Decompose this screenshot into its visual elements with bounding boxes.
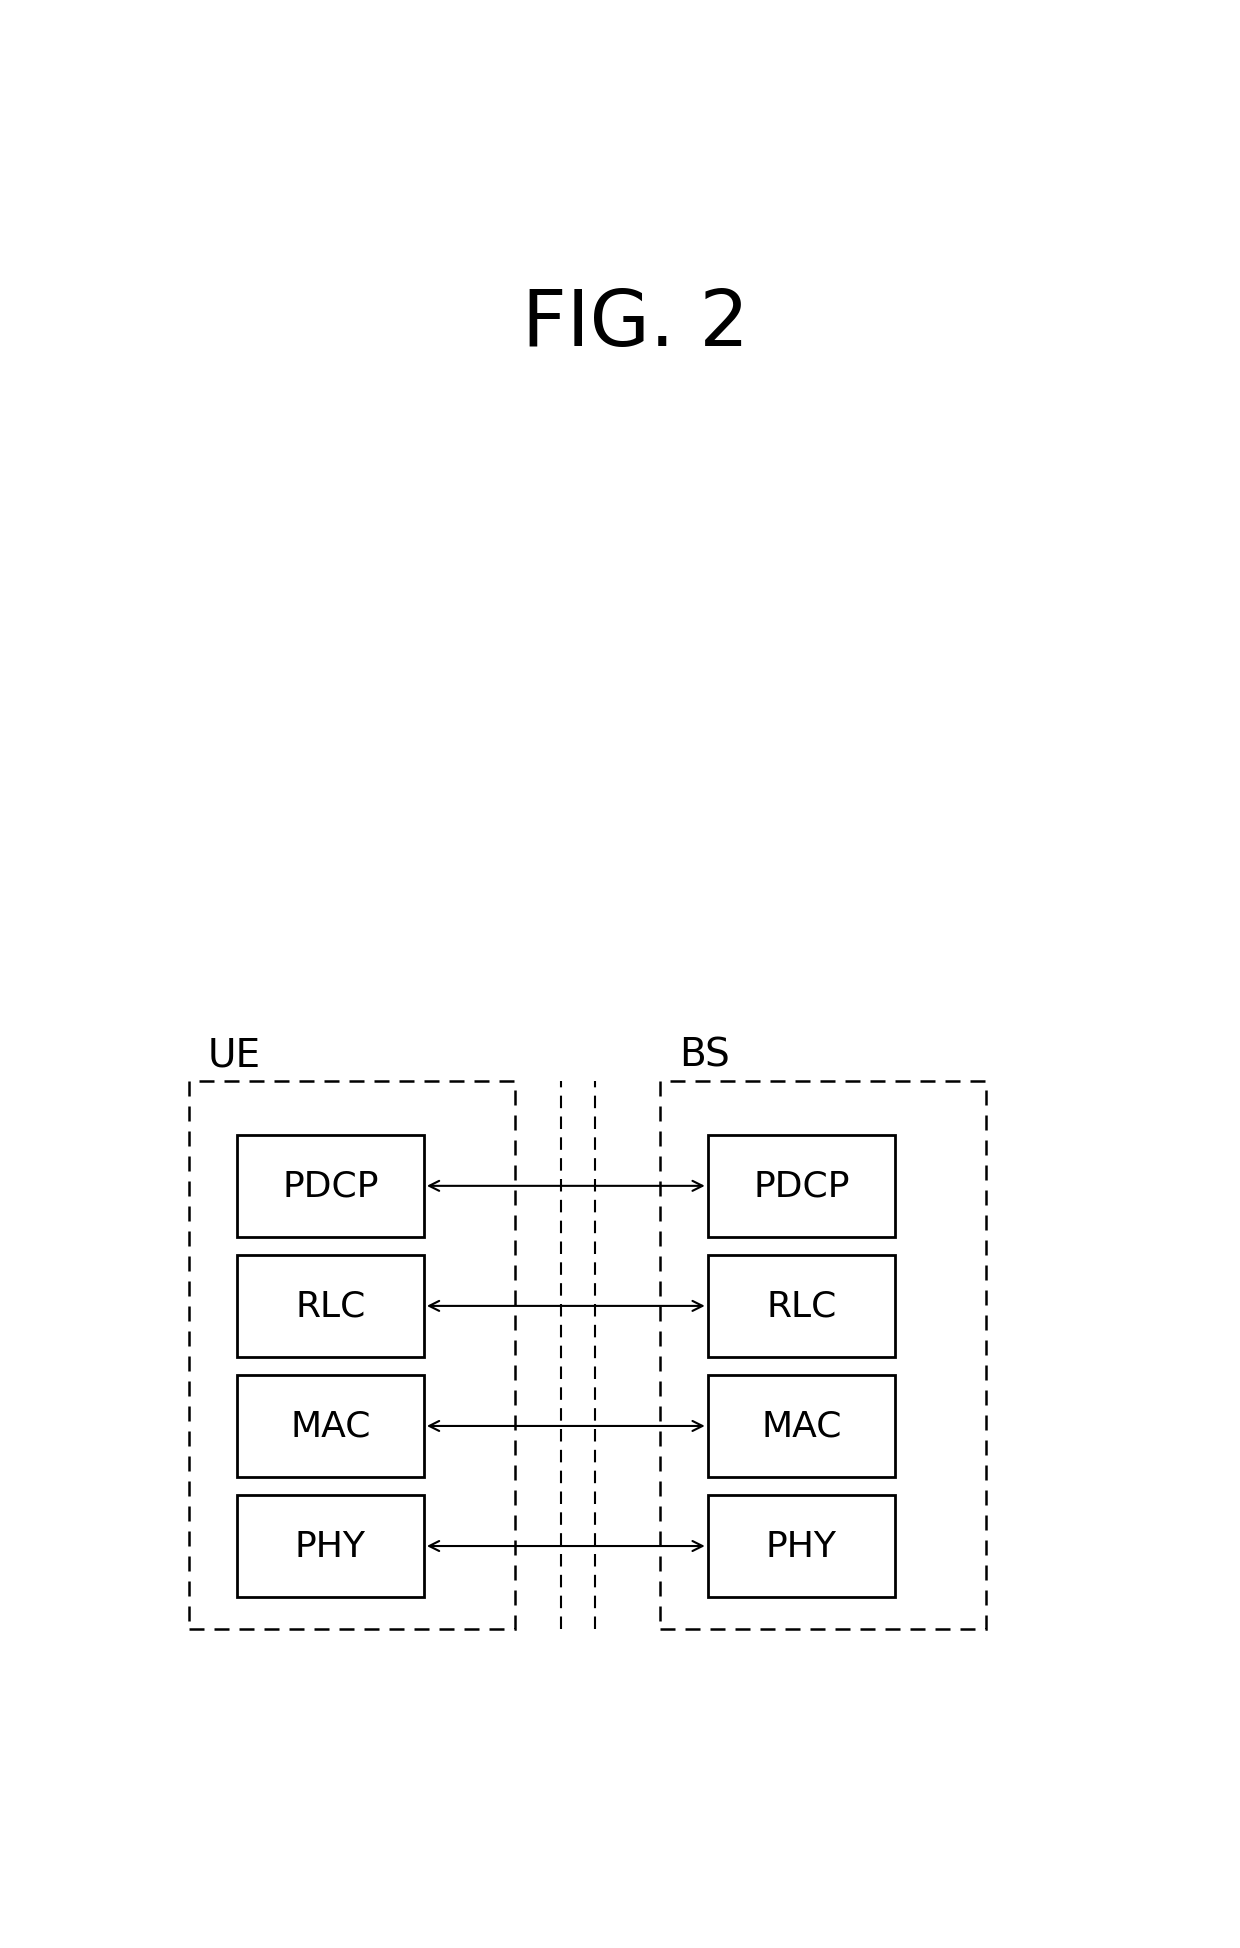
Text: RLC: RLC xyxy=(295,1290,366,1323)
Bar xyxy=(237,1496,424,1597)
Bar xyxy=(237,1375,424,1477)
Bar xyxy=(708,1255,895,1358)
Text: UE: UE xyxy=(208,1036,260,1073)
Text: MAC: MAC xyxy=(290,1408,371,1443)
Text: PHY: PHY xyxy=(766,1529,837,1562)
Text: FIG. 2: FIG. 2 xyxy=(522,286,749,362)
Text: PHY: PHY xyxy=(295,1529,366,1562)
Text: PDCP: PDCP xyxy=(753,1169,849,1204)
Text: PDCP: PDCP xyxy=(283,1169,378,1204)
Bar xyxy=(708,1136,895,1237)
Text: MAC: MAC xyxy=(761,1408,842,1443)
Bar xyxy=(660,1081,986,1629)
Text: RLC: RLC xyxy=(766,1290,837,1323)
Bar xyxy=(708,1375,895,1477)
Bar xyxy=(188,1081,516,1629)
Bar xyxy=(708,1496,895,1597)
Text: BS: BS xyxy=(678,1036,729,1073)
Bar xyxy=(237,1255,424,1358)
Bar xyxy=(237,1136,424,1237)
